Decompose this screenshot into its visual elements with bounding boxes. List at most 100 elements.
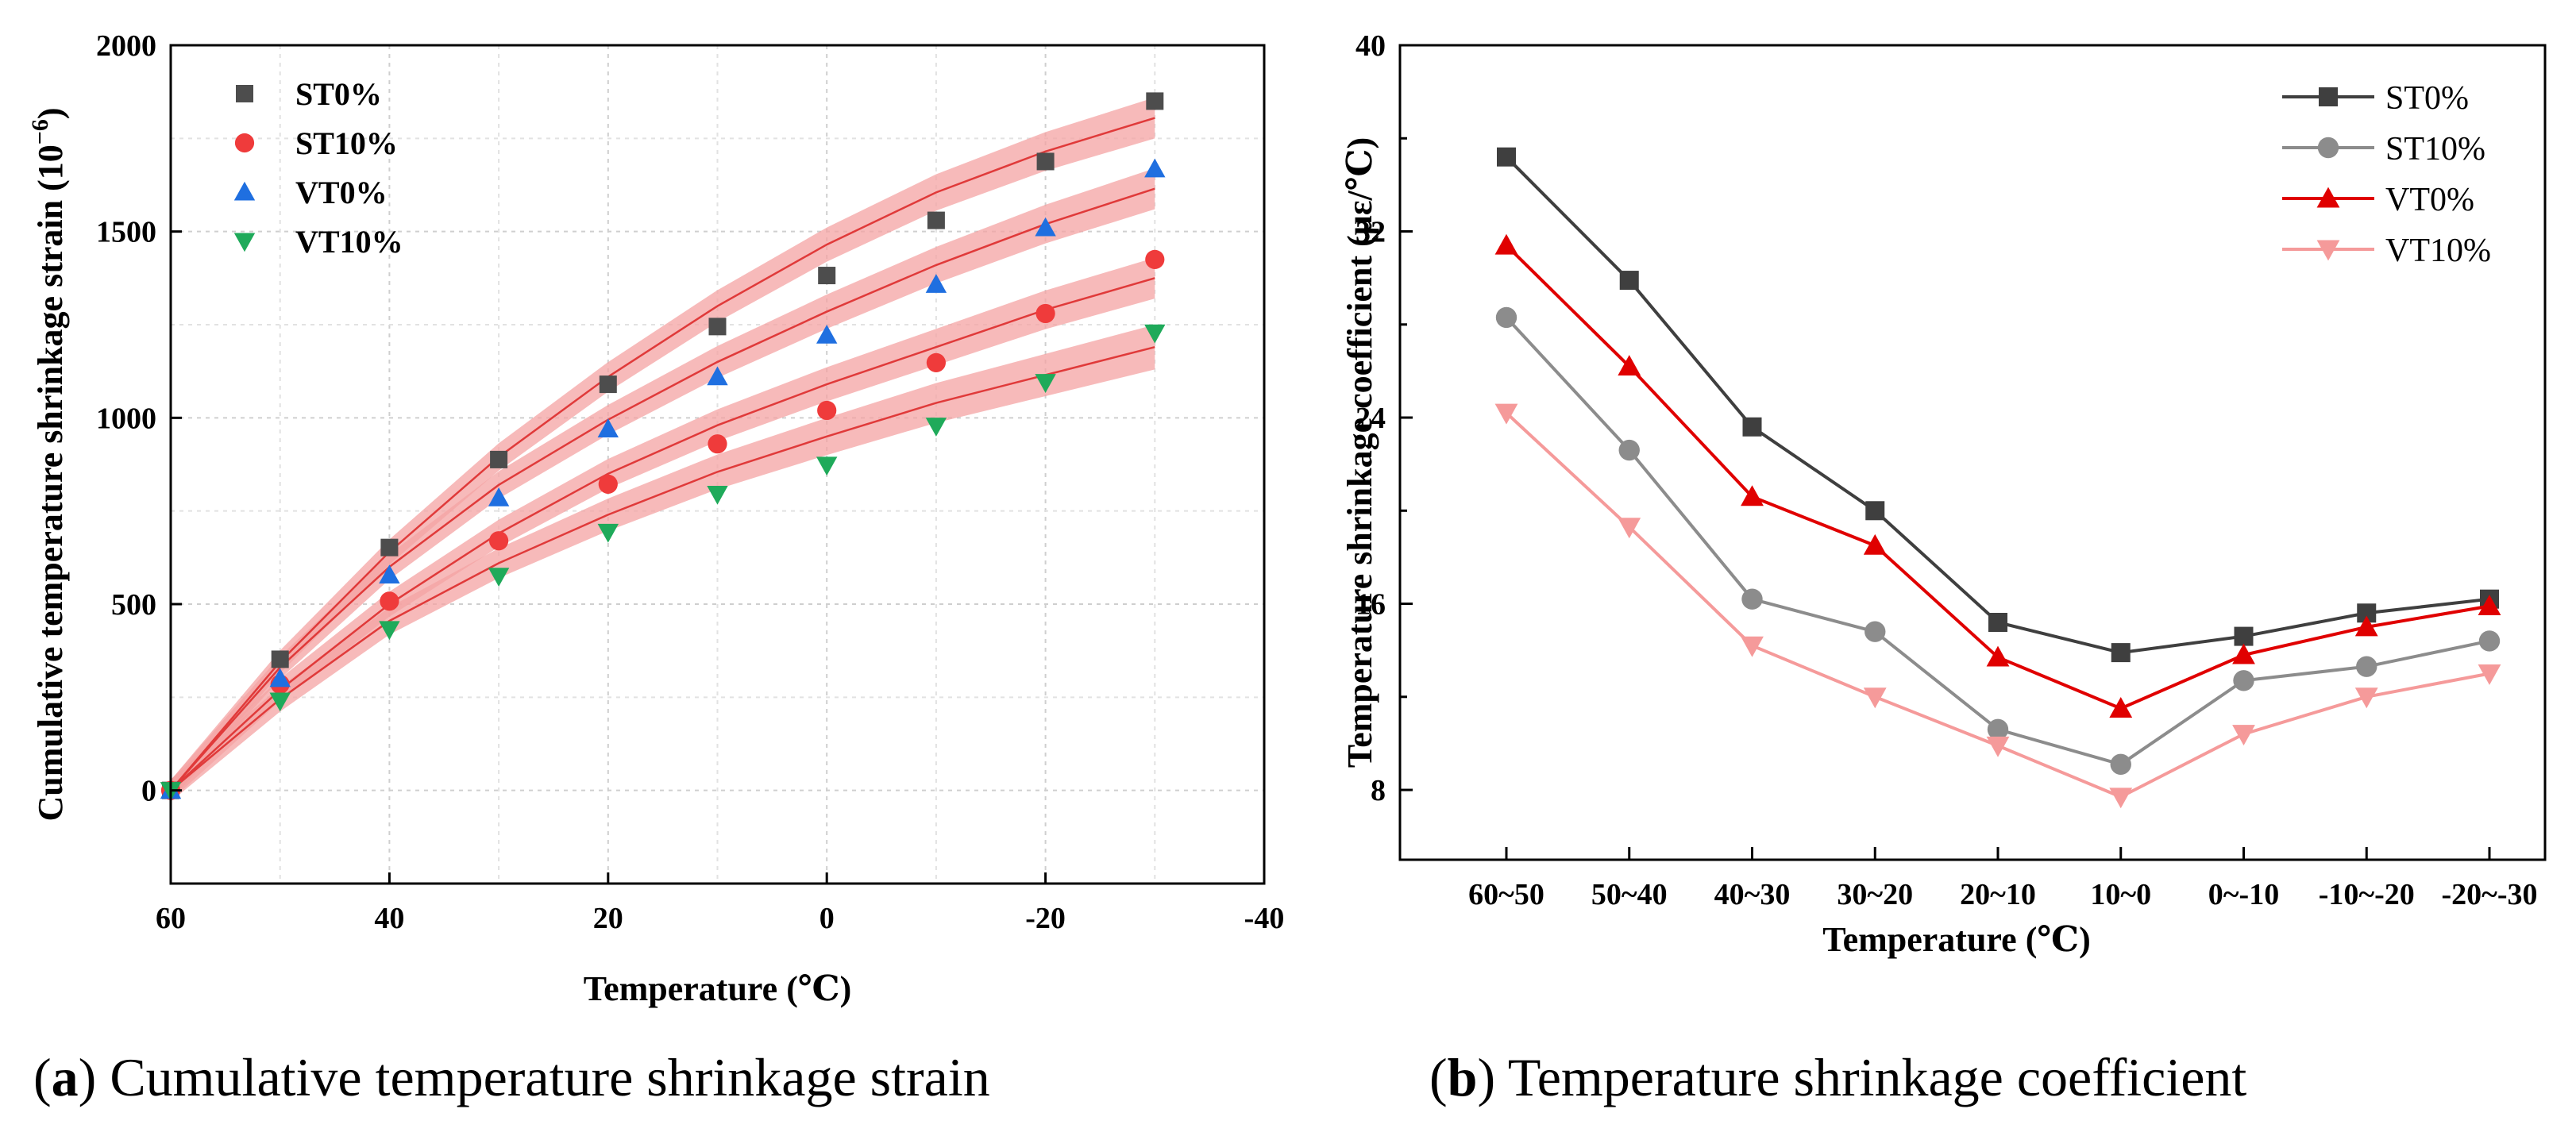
y-tick-label: 16 [1355,588,1386,622]
y-tick-label: 1500 [96,216,156,249]
data-point [708,434,727,454]
data-point [1145,249,1165,269]
x-axis-label: Temperature (℃) [584,969,851,1008]
data-point [2110,753,2131,776]
data-point [1865,501,1885,521]
plot-frame [1398,44,2547,861]
data-point [1495,306,1517,329]
data-point [1146,92,1164,110]
x-tick-label: 10~0 [2090,878,2151,911]
legend-marker [236,85,253,102]
confidence-band-2 [171,168,1155,801]
data-point [1863,687,1887,709]
y-tick-label: 0 [141,775,156,808]
data-point [817,400,837,421]
y-tick-label: 500 [111,588,156,622]
data-point [380,538,399,556]
data-point [380,591,399,611]
y-tick-label: 32 [1355,216,1386,249]
data-point [1741,485,1764,506]
y-tick-label: 2000 [96,29,156,63]
y-axis-label: Cumulative temperature shrinkage strain … [27,108,70,822]
data-point [488,568,510,587]
x-tick-label: 50~40 [1591,878,1668,911]
data-point [1618,355,1641,376]
y-axis-label-main: Cumulative temperature shrinkage strain … [31,144,70,821]
data-point [1865,621,1886,642]
legend-label: VT10% [295,224,403,260]
data-point [2234,626,2254,646]
data-point [1986,736,2010,757]
caption-b-letter: b [1448,1047,1478,1107]
data-point [2109,787,2133,809]
data-point [489,531,509,551]
x-tick-label: -20~-30 [2441,878,2537,911]
data-point [599,375,617,394]
data-point [1619,271,1639,291]
data-point [490,450,508,468]
data-point [2111,643,2131,663]
x-axis-label: Temperature (℃) [1822,920,2090,959]
data-point [2478,595,2501,615]
data-point [925,274,947,293]
data-point [2232,643,2255,664]
fit-curve-1 [170,277,1155,791]
x-tick-label: -20 [1025,902,1066,935]
chart-a: 60 40 20 0 -20 -40 0 500 1000 1500 2000 Temperature… [27,29,1284,1008]
fit-curve-0 [170,117,1155,791]
data-point [1144,158,1166,178]
data-point [379,564,400,583]
x-tick-label: 40~30 [1714,878,1791,911]
series-line-2 [1505,244,2490,710]
data-point [1618,439,1640,461]
x-tick-label: 0~-10 [2208,878,2279,911]
x-tick-label: 20 [593,902,623,935]
legend-label: VT10% [2385,233,2491,269]
data-point [1494,403,1518,425]
data-point [927,211,945,229]
fit-curve-2 [170,187,1155,791]
data-point [2354,615,2378,637]
legend-marker [2317,137,2339,159]
data-point [1988,612,2007,632]
plot-frame [169,44,1266,885]
data-point [1986,645,2010,667]
x-tick-label: 20~10 [1960,878,2036,911]
data-point [1144,324,1166,344]
y-tick-label: 1000 [96,402,156,435]
data-point [707,485,728,505]
data-point [2109,697,2133,718]
legend-label: VT0% [295,175,388,210]
legend-label: VT0% [2385,182,2474,218]
data-point [379,621,400,641]
y-tick-label: 24 [1355,402,1386,435]
data-point [1742,417,1762,437]
legend-label: ST0% [295,76,382,112]
legend-marker [233,233,256,252]
data-point [1035,374,1056,393]
data-point [816,456,838,476]
fit-curve-3 [170,345,1155,791]
caption-a-text: Cumulative temperature shrinkage strain [110,1047,989,1107]
series-line-1 [1505,316,2490,766]
data-point [2232,725,2255,746]
data-point [926,352,946,372]
x-tick-label: -10~-20 [2319,878,2415,911]
data-point [271,650,289,668]
data-point [597,418,619,437]
data-point [1987,718,2009,741]
data-point [1497,147,1516,167]
data-point [816,324,838,344]
data-point [1035,303,1055,324]
y-axis-label-exponent: −6 [27,119,53,144]
data-point [269,668,291,687]
confidence-band-1 [171,257,1155,801]
y-tick-label: 40 [1355,29,1386,63]
caption-b: (b) Temperature shrinkage coefficient [1429,1047,2246,1107]
y-axis-label: Temperature shrinkage coefficient (με/℃) [1340,137,1379,768]
chart-b: 8 16 24 32 40 60~50 50~40 40~30 30~20 20~10 10~0 0~… [1340,29,2547,959]
data-point [2356,656,2377,677]
data-point [2478,630,2501,652]
caption-b-text: Temperature shrinkage coefficient [1508,1047,2247,1107]
